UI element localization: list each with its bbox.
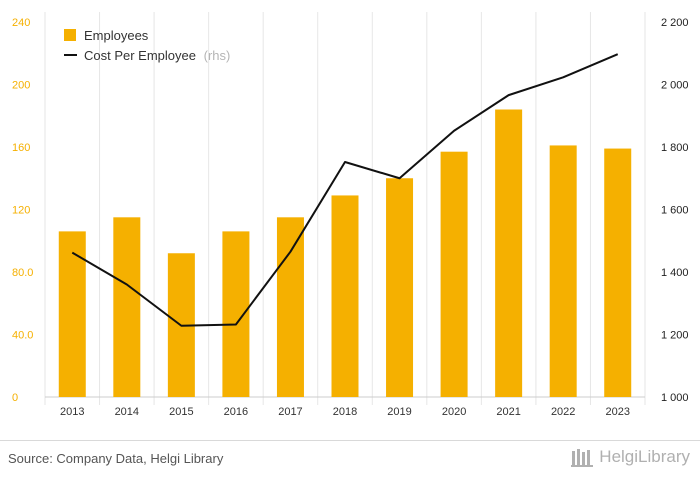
legend-label-employees[interactable]: Employees bbox=[84, 28, 149, 43]
bar-employees-2023 bbox=[604, 148, 632, 397]
source-note: Source: Company Data, Helgi Library bbox=[8, 451, 224, 466]
legend-label-rhs: (rhs) bbox=[204, 48, 231, 63]
brand-logo[interactable]: HelgiLibrary bbox=[571, 447, 690, 467]
library-icon bbox=[571, 449, 594, 467]
bar-employees-2014 bbox=[113, 217, 141, 397]
x-tick-label: 2022 bbox=[551, 406, 575, 418]
x-tick-label: 2018 bbox=[333, 406, 357, 418]
line-series-cost-per-employee bbox=[71, 53, 619, 327]
bar-employees-2019 bbox=[386, 178, 414, 397]
chart: 0 40.0 80.0 120 160 200 240 1 000 1 200 1 400 1 6… bbox=[12, 12, 689, 418]
legend-label-cost-text: Cost Per Employee bbox=[84, 48, 196, 63]
y-right-tick-label: 1 200 bbox=[661, 330, 689, 342]
bar-employees-2013 bbox=[58, 231, 86, 397]
bar-employees-2020 bbox=[440, 151, 468, 397]
y-left-tick-label: 240 bbox=[12, 17, 30, 29]
y-left-tick-label: 80.0 bbox=[12, 267, 33, 279]
legend-swatch-employees bbox=[64, 29, 76, 41]
y-axis-right: 1 000 1 200 1 400 1 600 1 800 2 000 2 200 bbox=[661, 17, 689, 404]
bar-employees-2022 bbox=[549, 145, 577, 397]
y-right-tick-label: 2 200 bbox=[661, 17, 689, 29]
y-right-tick-label: 2 000 bbox=[661, 80, 689, 92]
y-left-tick-label: 40.0 bbox=[12, 330, 33, 342]
x-tick-label: 2021 bbox=[496, 406, 520, 418]
x-tick-label: 2013 bbox=[60, 406, 84, 418]
bar-employees-2018 bbox=[331, 195, 359, 397]
bar-employees-2016 bbox=[222, 231, 250, 397]
y-left-tick-label: 200 bbox=[12, 80, 30, 92]
footer: Source: Company Data, Helgi Library Helg… bbox=[0, 440, 700, 484]
legend-label-cost[interactable]: Cost Per Employee (rhs) bbox=[84, 48, 230, 63]
x-tick-label: 2017 bbox=[278, 406, 302, 418]
x-tick-label: 2014 bbox=[115, 406, 139, 418]
x-tick-label: 2023 bbox=[605, 406, 629, 418]
brand-name: HelgiLibrary bbox=[599, 447, 690, 466]
y-right-tick-label: 1 400 bbox=[661, 267, 689, 279]
y-left-tick-label: 120 bbox=[12, 205, 30, 217]
bar-series-employees bbox=[58, 109, 632, 397]
bar-employees-2021 bbox=[495, 109, 523, 397]
y-left-tick-label: 160 bbox=[12, 142, 30, 154]
y-right-tick-label: 1 800 bbox=[661, 142, 689, 154]
bar-employees-2017 bbox=[276, 217, 304, 397]
x-tick-label: 2020 bbox=[442, 406, 466, 418]
x-tick-label: 2016 bbox=[224, 406, 248, 418]
y-right-tick-label: 1 600 bbox=[661, 205, 689, 217]
x-tick-label: 2015 bbox=[169, 406, 193, 418]
y-left-tick-label: 0 bbox=[12, 392, 18, 404]
x-axis: 2013 2014 2015 2016 2017 2018 2019 2020 2021 2022… bbox=[60, 406, 630, 418]
x-tick-label: 2019 bbox=[387, 406, 411, 418]
y-right-tick-label: 1 000 bbox=[661, 392, 689, 404]
line-cost-per-employee bbox=[71, 53, 619, 327]
legend: Employees Cost Per Employee (rhs) bbox=[64, 28, 230, 63]
y-axis-left: 0 40.0 80.0 120 160 200 240 bbox=[12, 17, 33, 404]
